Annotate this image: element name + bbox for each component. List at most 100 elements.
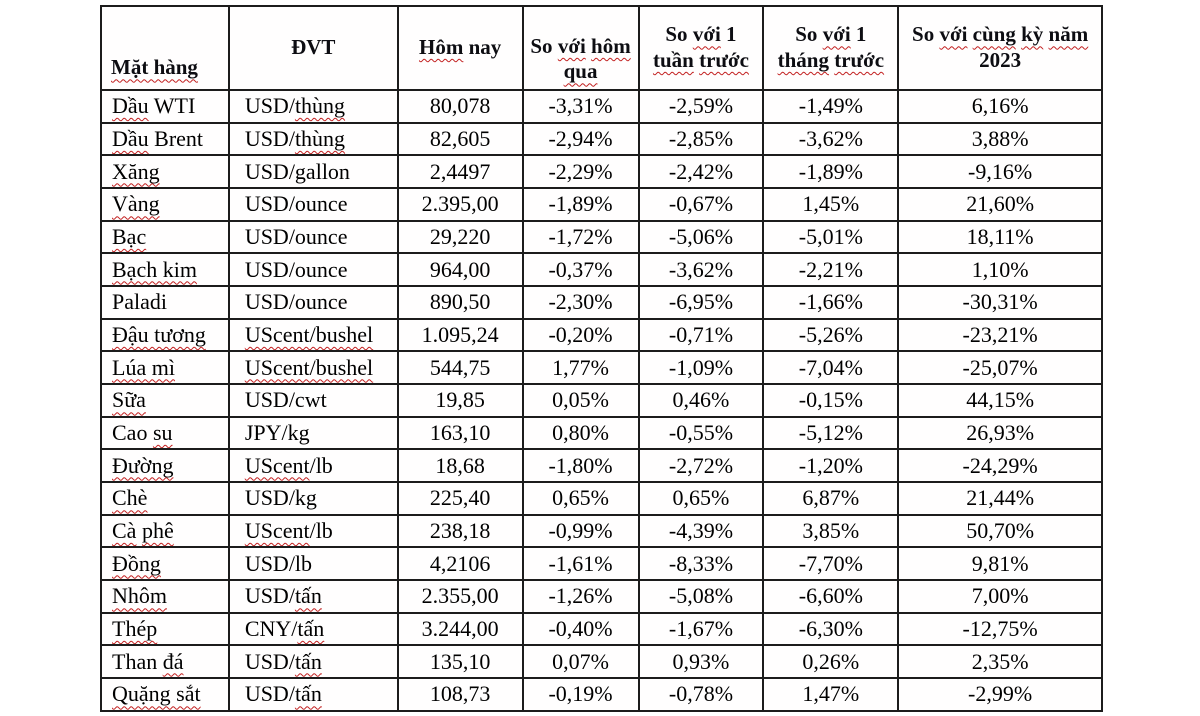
cell-vsweek: -2,59% [637, 89, 765, 124]
cell-vsweek: -1,09% [637, 350, 765, 386]
table-row: Xăng USD/gallon 2,4497 -2,29% -2,42% -1,89% -9… [100, 154, 1103, 190]
cell-unit: JPY/kg [227, 415, 399, 451]
cell-vs2023: 21,60% [897, 187, 1103, 222]
spellcheck-squiggle: thùng [294, 93, 346, 119]
header-row: Mặt hàng ĐVT Hôm nay So với hôm qua So với 1… [100, 5, 1103, 91]
cell-vsyesterday: -0,19% [521, 677, 640, 712]
cell-vsmonth: -5,01% [762, 219, 900, 255]
cell-vsmonth: 3,85% [762, 513, 900, 549]
table-row: Cao su JPY/kg 163,10 0,80% -0,55% -5,12% 26,93… [100, 415, 1103, 451]
cell-unit: UScent/lb [227, 513, 399, 549]
spellcheck-squiggle: Bạc [112, 223, 147, 249]
table-body: Dầu WTI USD/thùng 80,078 -3,31% -2,59% -1,49%… [100, 89, 1103, 712]
cell-today: 163,10 [396, 415, 524, 451]
cell-vsyesterday: -1,72% [521, 219, 640, 255]
spellcheck-squiggle: UScent/bushel [244, 321, 374, 347]
spellcheck-squiggle: Xăng [112, 158, 160, 184]
cell-commodity: Than đá [100, 644, 230, 680]
cell-today: 2.395,00 [396, 187, 524, 222]
cell-vs2023: -25,07% [897, 350, 1103, 386]
cell-vsmonth: -6,60% [762, 579, 900, 614]
cell-vsyesterday: -1,26% [521, 579, 640, 614]
cell-vsyesterday: -1,80% [521, 448, 640, 484]
spellcheck-squiggle: tấn [294, 648, 322, 674]
cell-vsyesterday: -1,89% [521, 187, 640, 222]
column-header-vsyesterday: So với hôm qua [521, 5, 640, 91]
table-row: Quặng sắt USD/tấn 108,73 -0,19% -0,78% 1,47% -… [100, 677, 1103, 712]
cell-vsweek: -4,39% [637, 513, 765, 549]
cell-vsweek: 0,93% [637, 644, 765, 680]
spellcheck-squiggle: với [939, 22, 968, 47]
spellcheck-squiggle: với [557, 33, 586, 58]
spellcheck-squiggle: Chè [112, 485, 148, 511]
cell-today: 3.244,00 [396, 611, 524, 647]
cell-vsweek: -2,42% [637, 154, 765, 190]
cell-vsmonth: -3,62% [762, 121, 900, 157]
cell-today: 108,73 [396, 677, 524, 712]
cell-vsweek: -5,06% [637, 219, 765, 255]
table-row: Đường UScent/lb 18,68 -1,80% -2,72% -1,20% -24… [100, 448, 1103, 484]
spellcheck-squiggle: Đậu tương [112, 321, 206, 347]
spellcheck-squiggle: Dầu [112, 93, 149, 119]
spellcheck-squiggle: Thép [112, 615, 158, 641]
cell-vs2023: -24,29% [897, 448, 1103, 484]
spellcheck-squiggle: phê [141, 517, 174, 543]
cell-unit: USD/lb [227, 546, 399, 582]
cell-vs2023: 9,81% [897, 546, 1103, 582]
cell-vsyesterday: -1,61% [521, 546, 640, 582]
cell-vs2023: 7,00% [897, 579, 1103, 614]
cell-vsmonth: -7,04% [762, 350, 900, 386]
cell-vsweek: -2,85% [637, 121, 765, 157]
spellcheck-squiggle: trước [699, 48, 749, 72]
spellcheck-squiggle: UScent [244, 517, 310, 543]
table-header: Mặt hàng ĐVT Hôm nay So với hôm qua So với 1… [100, 5, 1103, 91]
cell-today: 238,18 [396, 513, 524, 549]
cell-vsmonth: -1,49% [762, 89, 900, 124]
cell-commodity: Vàng [100, 187, 230, 222]
cell-vsmonth: -1,20% [762, 448, 900, 484]
cell-vs2023: -23,21% [897, 317, 1103, 353]
table-row: Dầu Brent USD/thùng 82,605 -2,94% -2,85% -3,6… [100, 121, 1103, 157]
spellcheck-squiggle: cùng [972, 22, 1016, 47]
column-header-unit: ĐVT [227, 5, 399, 91]
cell-vsyesterday: -0,20% [521, 317, 640, 353]
spellcheck-squiggle: su [152, 419, 173, 445]
spellcheck-squiggle: trước [834, 48, 885, 72]
cell-commodity: Chè [100, 481, 230, 516]
table-row: Đậu tương UScent/bushel 1.095,24 -0,20% -0,7… [100, 317, 1103, 353]
column-header-vsweek: So với 1 tuần trước [637, 5, 765, 91]
cell-commodity: Cà phê [100, 513, 230, 549]
cell-vsmonth: -1,66% [762, 285, 900, 320]
cell-commodity: Đường [100, 448, 230, 484]
column-header-today: Hôm nay [396, 5, 524, 91]
cell-unit: USD/tấn [227, 677, 399, 712]
cell-today: 19,85 [396, 383, 524, 418]
commodity-price-table-container: Mặt hàng ĐVT Hôm nay So với hôm qua So với 1… [100, 5, 1103, 712]
cell-vsweek: -0,55% [637, 415, 765, 451]
spellcheck-squiggle: với [692, 22, 721, 47]
cell-vs2023: -2,99% [897, 677, 1103, 712]
table-row: Bạch kim USD/ounce 964,00 -0,37% -3,62% -2,21… [100, 252, 1103, 288]
cell-unit: USD/thùng [227, 89, 399, 124]
cell-vsyesterday: 0,80% [521, 415, 640, 451]
cell-vsmonth: -0,15% [762, 383, 900, 418]
spellcheck-squiggle: Đường [112, 452, 174, 478]
spellcheck-squiggle: UScent [244, 452, 310, 478]
spellcheck-squiggle: Mặt hàng [111, 55, 198, 80]
cell-unit: UScent/bushel [227, 350, 399, 386]
cell-vs2023: -12,75% [897, 611, 1103, 647]
cell-vsmonth: -6,30% [762, 611, 900, 647]
cell-vsyesterday: -0,99% [521, 513, 640, 549]
cell-commodity: Dầu WTI [100, 89, 230, 124]
cell-vs2023: 21,44% [897, 481, 1103, 516]
cell-today: 4,2106 [396, 546, 524, 582]
cell-vsyesterday: -0,37% [521, 252, 640, 288]
cell-unit: USD/tấn [227, 579, 399, 614]
cell-today: 225,40 [396, 481, 524, 516]
spellcheck-squiggle: đá [162, 648, 184, 674]
cell-vsweek: -0,67% [637, 187, 765, 222]
cell-today: 1.095,24 [396, 317, 524, 353]
spellcheck-squiggle: tấn [297, 615, 325, 641]
cell-vsweek: -5,08% [637, 579, 765, 614]
cell-today: 18,68 [396, 448, 524, 484]
